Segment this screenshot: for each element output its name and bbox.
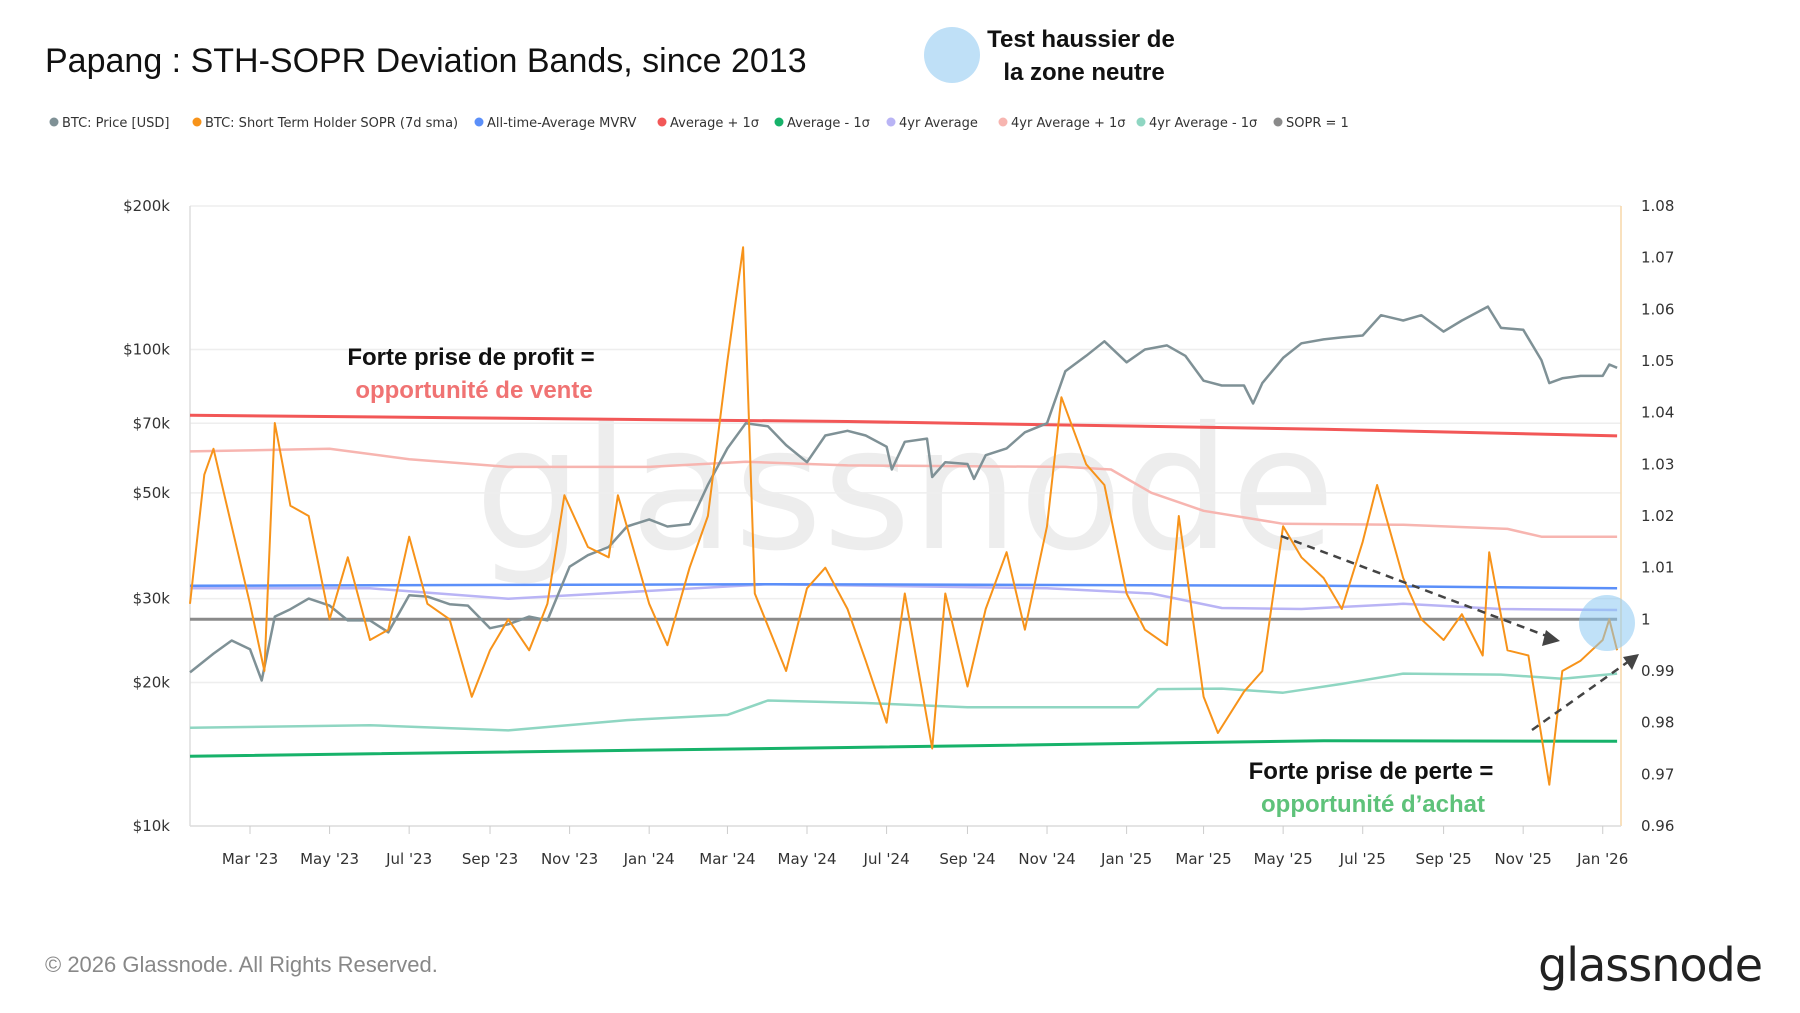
- callout-line-1: Test haussier de: [987, 26, 1175, 53]
- legend-item-label: All-time-Average MVRV: [487, 116, 637, 131]
- loss-annotation-line-2: opportunité d’achat: [1261, 791, 1485, 818]
- x-tick-label: Jan '25: [1100, 850, 1152, 868]
- legend-item-label: BTC: Price [USD]: [62, 116, 169, 131]
- copyright: © 2026 Glassnode. All Rights Reserved.: [45, 952, 438, 977]
- legend-item-label: 4yr Average - 1σ: [1149, 116, 1257, 131]
- x-tick-label: May '25: [1254, 850, 1313, 868]
- legend-item-label: Average + 1σ: [670, 116, 759, 131]
- y-left-tick-label: $10k: [133, 817, 171, 835]
- y-right-tick-label: 1.07: [1641, 249, 1674, 267]
- x-tick-label: Mar '23: [222, 850, 278, 868]
- axes: $10k $20k $30k $50k $70k $100k $200k 0.96 0.97 0.…: [123, 197, 1674, 868]
- x-tick-label: Nov '24: [1018, 850, 1075, 868]
- downtrend-arrow: [1280, 534, 1560, 646]
- legend-dot-icon: [774, 117, 784, 127]
- legend-item-label: 4yr Average: [899, 116, 978, 131]
- y-right-tick-label: 1.03: [1641, 455, 1674, 473]
- x-tick-label: May '23: [300, 850, 359, 868]
- legend-dot-icon: [192, 117, 202, 127]
- series-all-time-average-mvrv: [189, 582, 1618, 590]
- legend-dot-icon: [1273, 117, 1283, 127]
- series-layer: [189, 246, 1619, 786]
- legend-item-label: 4yr Average + 1σ: [1011, 116, 1126, 131]
- x-tick-label: Mar '25: [1175, 850, 1231, 868]
- y-right-tick-label: 1.01: [1641, 559, 1674, 577]
- y-right-tick-label: 0.96: [1641, 817, 1674, 835]
- y-right-tick-label: 1.05: [1641, 352, 1674, 370]
- x-tick-label: Jul '23: [385, 850, 432, 868]
- neutral-zone-test-marker: [1579, 595, 1635, 651]
- series-4yr-average: [190, 582, 1618, 612]
- watermark: glassnode: [475, 391, 1336, 589]
- y-right-tick-label: 1.02: [1641, 507, 1674, 525]
- series-4yr-average-1: [189, 672, 1618, 732]
- profit-annotation-line-1: Forte prise de profit =: [347, 344, 594, 371]
- y-left-tick-label: $20k: [133, 674, 171, 692]
- x-tick-label: Jul '24: [863, 850, 910, 868]
- y-right-tick-label: 1: [1641, 610, 1651, 628]
- legend-item-label: BTC: Short Term Holder SOPR (7d sma): [205, 116, 458, 131]
- y-right-tick-label: 1.08: [1641, 197, 1674, 215]
- x-tick-label: Jul '25: [1339, 850, 1386, 868]
- x-tick-label: Jan '26: [1576, 850, 1628, 868]
- uptrend-arrow: [1531, 654, 1639, 732]
- y-right-tick-label: 0.98: [1641, 714, 1674, 732]
- x-tick-label: Nov '25: [1495, 850, 1552, 868]
- chart-title: Papang : STH-SOPR Deviation Bands, since…: [45, 42, 807, 80]
- x-tick-label: Mar '24: [699, 850, 755, 868]
- series-4yr-average-1: [189, 447, 1618, 538]
- legend-dot-icon: [886, 117, 896, 127]
- callout-line-2: la zone neutre: [1003, 59, 1164, 86]
- legend-dot-icon: [1136, 117, 1146, 127]
- y-left-tick-label: $100k: [123, 340, 170, 358]
- series-btc-short-term-holder-sopr-7d-sma: [189, 246, 1619, 786]
- legend-dot-icon: [474, 117, 484, 127]
- legend-dot-icon: [657, 117, 667, 127]
- legend: BTC: Price [USD] BTC: Short Term Holder S…: [49, 116, 1349, 131]
- legend-item-label: Average - 1σ: [787, 116, 870, 131]
- y-left-tick-label: $200k: [123, 197, 170, 215]
- glassnode-logo: glassnode: [1538, 938, 1762, 992]
- y-left-tick-label: $30k: [133, 590, 171, 608]
- series-btc-price-usd: [189, 305, 1618, 682]
- y-right-tick-label: 0.97: [1641, 765, 1674, 783]
- series-average-1: [189, 739, 1618, 758]
- x-tick-label: Sep '23: [462, 850, 518, 868]
- x-tick-label: Sep '24: [939, 850, 995, 868]
- legend-item-label: SOPR = 1: [1286, 116, 1349, 131]
- profit-annotation-line-2: opportunité de vente: [355, 377, 592, 404]
- x-tick-label: Jan '24: [623, 850, 675, 868]
- x-tick-label: May '24: [778, 850, 837, 868]
- y-right-tick-label: 1.04: [1641, 404, 1674, 422]
- x-tick-label: Sep '25: [1415, 850, 1471, 868]
- legend-dot-icon: [49, 117, 59, 127]
- callout-bubble-icon: [924, 27, 980, 83]
- x-tick-label: Nov '23: [541, 850, 598, 868]
- legend-dot-icon: [998, 117, 1008, 127]
- series-average-1: [189, 413, 1618, 438]
- loss-annotation-line-1: Forte prise de perte =: [1249, 758, 1494, 785]
- y-left-tick-label: $70k: [133, 414, 171, 432]
- y-right-tick-label: 0.99: [1641, 662, 1674, 680]
- y-right-tick-label: 1.06: [1641, 300, 1674, 318]
- y-left-tick-label: $50k: [133, 484, 171, 502]
